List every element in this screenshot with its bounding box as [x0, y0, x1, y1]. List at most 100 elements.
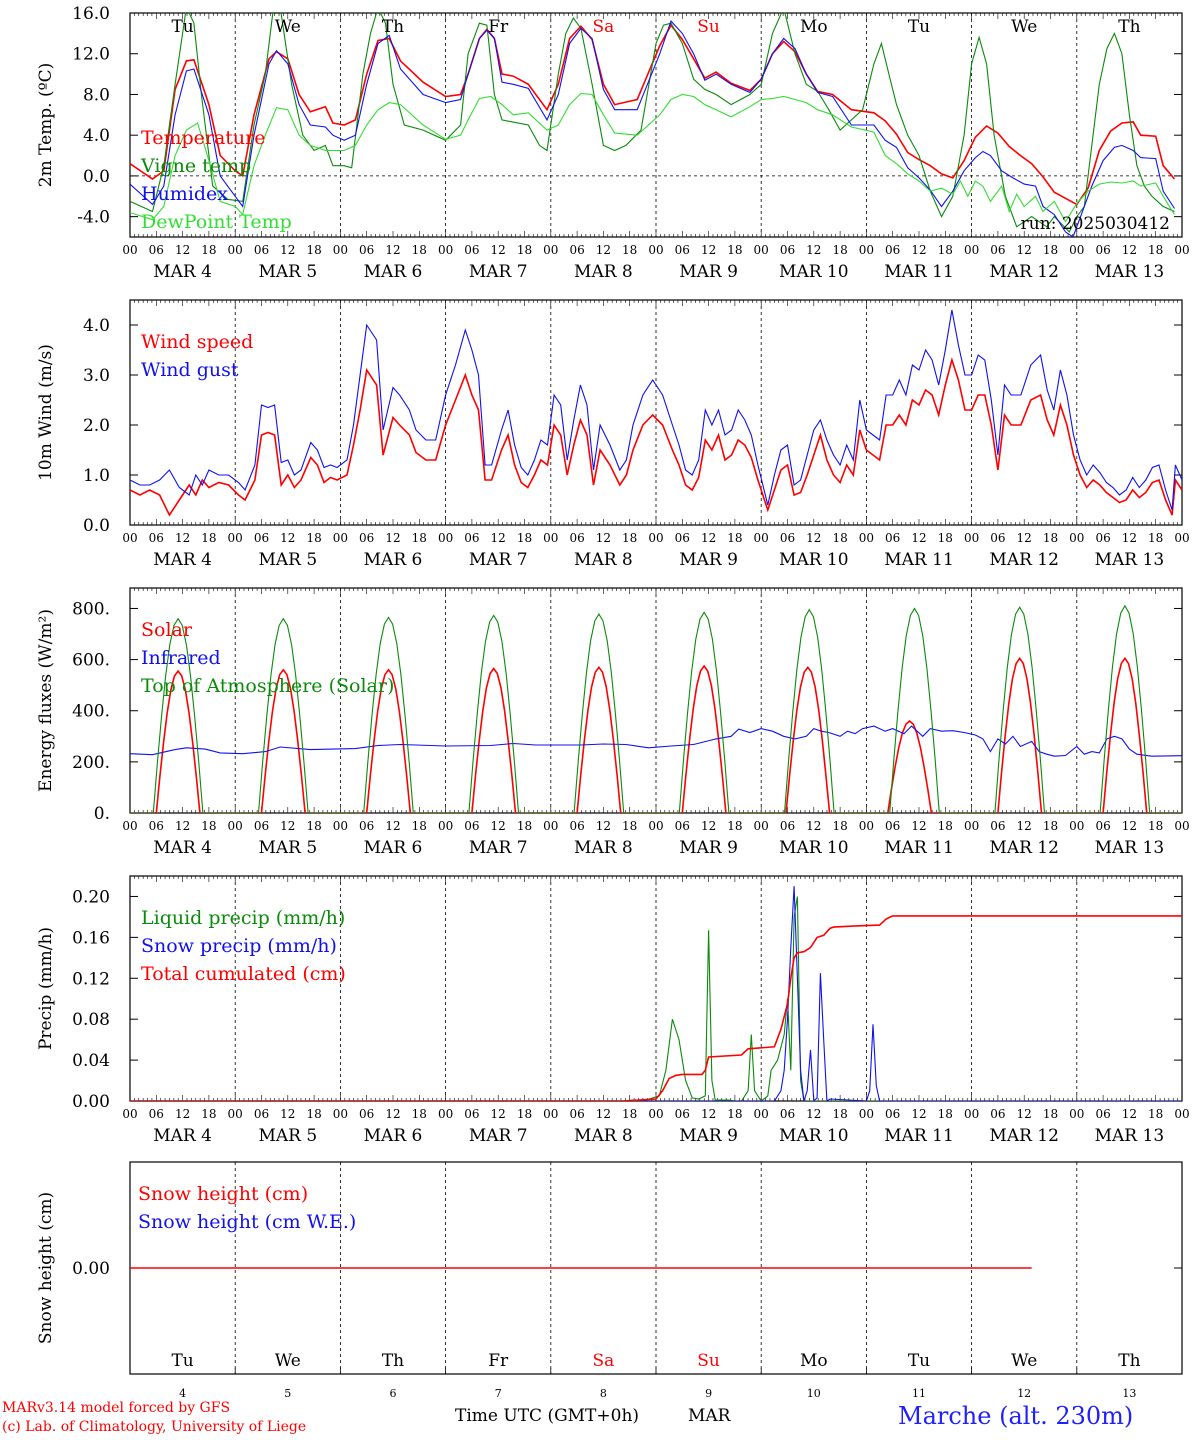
y-tick-label: 400. [72, 702, 110, 722]
hour-tick-label: 18 [1148, 243, 1163, 257]
weekday-label: Fr [488, 1351, 509, 1371]
hour-tick-label: 00 [438, 1107, 453, 1121]
hour-tick-label: 18 [1148, 1107, 1163, 1121]
date-label: MAR 8 [574, 1126, 633, 1146]
hour-tick-label: 18 [622, 243, 637, 257]
hour-tick-label: 00 [228, 531, 243, 545]
hour-tick-label: 00 [1069, 1107, 1084, 1121]
hour-tick-label: 12 [596, 1107, 611, 1121]
hour-tick-label: 06 [990, 531, 1005, 545]
station-name: Marche (alt. 230m) [898, 1402, 1134, 1430]
hour-tick-label: 06 [359, 819, 374, 833]
hour-tick-label: 06 [780, 1107, 795, 1121]
panel-frame [129, 587, 1183, 814]
hour-tick-label: 18 [517, 819, 532, 833]
hour-tick-label: 06 [885, 243, 900, 257]
hour-tick-label: 00 [122, 243, 137, 257]
legend-entry: Solar [141, 619, 193, 641]
weekday-label: Mo [800, 17, 828, 37]
y-axis-label: 10m Wind (m/s) [36, 344, 56, 481]
legend-entry: Liquid precip (mm/h) [141, 907, 345, 929]
hour-tick-label: 18 [832, 243, 847, 257]
hour-tick-label: 00 [438, 819, 453, 833]
hour-tick-label: 06 [464, 243, 479, 257]
hour-tick-label: 18 [517, 243, 532, 257]
date-label: MAR 13 [1095, 262, 1165, 282]
hour-tick-label: 12 [911, 1107, 926, 1121]
date-label: MAR 13 [1095, 838, 1165, 858]
hour-tick-label: 00 [859, 819, 874, 833]
hour-tick-label: 12 [911, 819, 926, 833]
hour-tick-label: 12 [1122, 819, 1137, 833]
weekday-label: Sa [593, 17, 615, 37]
hour-tick-label: 12 [1017, 243, 1032, 257]
y-tick-label: 600. [72, 651, 110, 671]
hour-tick-label: 06 [464, 531, 479, 545]
date-label: MAR 5 [258, 838, 317, 858]
hour-tick-label: 12 [596, 819, 611, 833]
hour-tick-label: 18 [832, 531, 847, 545]
day-number-label: 6 [390, 1387, 397, 1400]
hour-tick-label: 18 [1148, 531, 1163, 545]
weekday-label: We [275, 1351, 301, 1371]
date-label: MAR 8 [574, 838, 633, 858]
hour-tick-label: 00 [122, 1107, 137, 1121]
y-axis-label: Energy fluxes (W/m²) [36, 609, 56, 792]
date-label: MAR 10 [779, 1126, 849, 1146]
hour-tick-label: 12 [701, 1107, 716, 1121]
hour-tick-label: 06 [1095, 1107, 1110, 1121]
y-axis-label: 2m Temp. (ºC) [36, 63, 56, 188]
panel-precip: 00 06 12 18 00 06 12 18 00 06 12 18 00 06 12 18 00 06 12 18… [36, 875, 1190, 1146]
day-number-label: 12 [1017, 1387, 1031, 1400]
series-line-top-of-atmosphere-solar- [130, 604, 1182, 813]
hour-tick-label: 00 [754, 819, 769, 833]
y-tick-label: 0.08 [72, 1010, 110, 1030]
hour-tick-label: 12 [806, 819, 821, 833]
date-label: MAR 13 [1095, 550, 1165, 570]
weekday-label: Fr [488, 17, 509, 37]
hour-tick-label: 06 [675, 243, 690, 257]
hour-tick-label: 00 [648, 1107, 663, 1121]
series-line-humidex [130, 20, 1175, 237]
hour-tick-label: 12 [491, 531, 506, 545]
y-tick-label: 0.00 [72, 1092, 110, 1112]
date-label: MAR 5 [258, 262, 317, 282]
hour-tick-label: 06 [1095, 243, 1110, 257]
date-label: MAR 11 [884, 262, 954, 282]
date-label: MAR 5 [258, 550, 317, 570]
weekday-label: Th [1118, 17, 1140, 37]
series-line-temperature [130, 23, 1176, 206]
y-axis-label: Precip (mm/h) [36, 927, 56, 1050]
day-number-label: 10 [807, 1387, 821, 1400]
hour-tick-label: 18 [306, 819, 321, 833]
date-label: MAR 11 [884, 838, 954, 858]
panel-energy: 00 06 12 18 00 06 12 18 00 06 12 18 00 06 12 18 00 06 12 18… [36, 587, 1190, 858]
hour-tick-label: 00 [228, 819, 243, 833]
date-label: MAR 7 [469, 838, 528, 858]
hour-tick-label: 12 [1122, 1107, 1137, 1121]
hour-tick-label: 06 [780, 819, 795, 833]
x-axis-title-month: MAR [688, 1406, 731, 1426]
hour-tick-label: 18 [412, 819, 427, 833]
hour-tick-label: 12 [175, 1107, 190, 1121]
hour-tick-label: 12 [701, 819, 716, 833]
x-axis-title: Time UTC (GMT+0h) [455, 1406, 640, 1426]
hour-tick-label: 12 [385, 531, 400, 545]
series-line-infrared [130, 725, 1182, 757]
day-number-label: 7 [495, 1387, 502, 1400]
hour-tick-label: 18 [412, 243, 427, 257]
hour-tick-label: 00 [754, 243, 769, 257]
hour-tick-label: 00 [1069, 819, 1084, 833]
hour-tick-label: 00 [859, 1107, 874, 1121]
hour-tick-label: 12 [491, 819, 506, 833]
hour-tick-label: 00 [438, 243, 453, 257]
hour-tick-label: 00 [543, 243, 558, 257]
y-tick-label: 3.0 [83, 366, 110, 386]
hour-tick-label: 00 [122, 531, 137, 545]
hour-tick-label: 12 [280, 1107, 295, 1121]
day-number-label: 5 [284, 1387, 291, 1400]
y-tick-label: 16.0 [72, 4, 110, 24]
series-line-wind-speed [130, 357, 1182, 517]
hour-tick-label: 00 [1069, 243, 1084, 257]
hour-tick-label: 18 [412, 531, 427, 545]
